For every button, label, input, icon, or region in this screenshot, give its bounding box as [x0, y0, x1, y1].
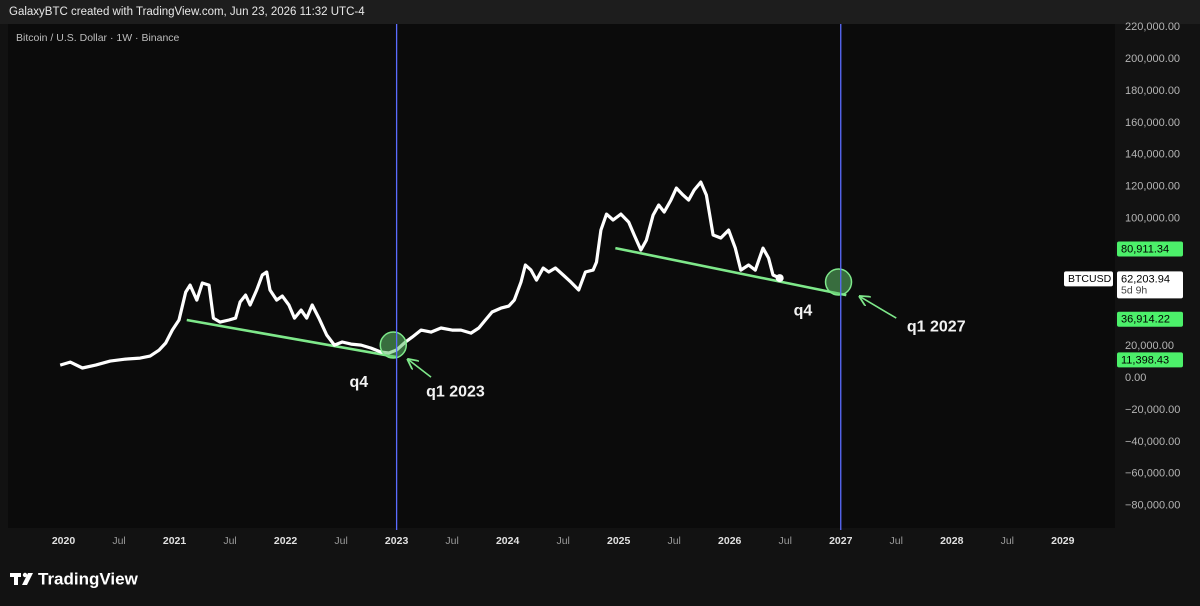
x-tick-label: 2022	[274, 535, 298, 547]
price-label: 80,911.34	[1121, 243, 1169, 255]
price-line	[59, 180, 781, 370]
attribution: GalaxyBTC created with TradingView.com, …	[9, 6, 365, 18]
x-tick-label: 2029	[1051, 535, 1075, 547]
annotation: q1 2023	[426, 383, 485, 400]
top-bar	[0, 0, 1200, 24]
y-tick-label: 0.00	[1125, 372, 1146, 384]
y-tick-label: −20,000.00	[1125, 404, 1180, 416]
price-label-box	[1117, 241, 1183, 257]
x-tick-label: 2026	[718, 535, 742, 547]
last-point	[775, 274, 784, 283]
annotation: q4	[350, 374, 369, 391]
trendline	[186, 318, 397, 359]
annotation: q1 2027	[907, 318, 966, 335]
y-tick-label: 200,000.00	[1125, 53, 1180, 65]
x-tick-label: Jul	[890, 535, 903, 547]
y-tick-label: 220,000.00	[1125, 21, 1180, 33]
arrow	[409, 360, 432, 378]
y-tick-label: 140,000.00	[1125, 149, 1180, 161]
x-tick-label: 2020	[52, 535, 76, 547]
price-label-box	[1117, 352, 1183, 368]
price-label: 11,398.43	[1121, 354, 1169, 366]
y-tick-label: 20,000.00	[1125, 340, 1174, 352]
y-tick-label: −60,000.00	[1125, 468, 1180, 480]
x-tick-label: 2024	[496, 535, 520, 547]
x-tick-label: 2025	[607, 535, 631, 547]
x-tick-label: Jul	[556, 535, 569, 547]
highlight-circle	[824, 268, 853, 296]
x-tick-label: Jul	[112, 535, 125, 547]
symbol-label: BTCUSD	[1068, 273, 1112, 285]
y-tick-label: 100,000.00	[1125, 212, 1180, 224]
logo-icon	[10, 572, 33, 585]
x-tick-label: Jul	[667, 535, 680, 547]
last-price-label: 62,203.94	[1121, 273, 1170, 285]
x-tick-label: 2027	[829, 535, 853, 547]
x-tick-label: Jul	[334, 535, 347, 547]
annotation: q4	[794, 302, 813, 319]
last-price-box	[1117, 271, 1183, 299]
countdown: 5d 9h	[1121, 285, 1147, 297]
y-tick-label: 180,000.00	[1125, 85, 1180, 97]
plot-area	[8, 24, 1115, 528]
x-tick-label: 2028	[940, 535, 964, 547]
x-tick-label: 2021	[163, 535, 187, 547]
chart-title: Bitcoin / U.S. Dollar · 1W · Binance	[16, 32, 180, 44]
y-tick-label: −40,000.00	[1125, 436, 1180, 448]
x-tick-label: Jul	[1001, 535, 1014, 547]
y-tick-label: −80,000.00	[1125, 500, 1180, 512]
price-label-box	[1117, 311, 1183, 327]
trendline	[615, 246, 847, 297]
x-tick-label: Jul	[223, 535, 236, 547]
x-tick-label: 2023	[385, 535, 409, 547]
price-label: 36,914.22	[1121, 314, 1170, 326]
symbol-box	[1064, 271, 1113, 287]
y-tick-label: 160,000.00	[1125, 117, 1180, 129]
brand: TradingView	[38, 569, 139, 588]
y-tick-label: 120,000.00	[1125, 181, 1180, 193]
highlight-circle	[379, 331, 408, 359]
arrow	[861, 297, 897, 319]
x-tick-label: Jul	[779, 535, 792, 547]
x-tick-label: Jul	[445, 535, 458, 547]
